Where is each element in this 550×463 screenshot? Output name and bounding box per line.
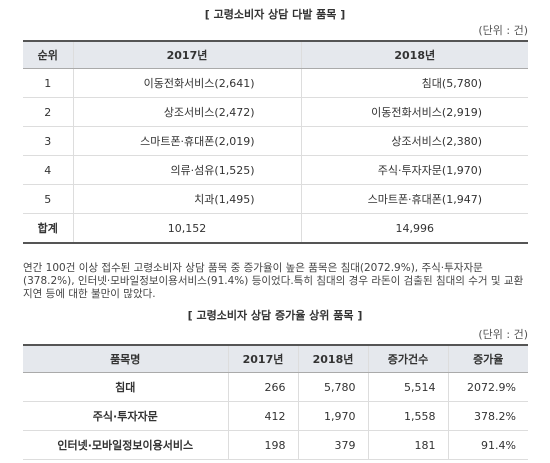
- rank-cell: 5: [23, 184, 73, 214]
- table2-title: [ 고령소비자 상담 증가율 상위 품목 ]: [187, 309, 363, 322]
- item-name-cell: 인터넷·모바일정보이용서비스: [23, 430, 228, 460]
- total-2017: 10,152: [72, 213, 301, 244]
- header-increase-rate: 증가율: [447, 344, 528, 373]
- header-2017: 2017년: [72, 40, 301, 69]
- item-name-cell: 침대: [23, 372, 228, 402]
- item-2018-cell: 주식·투자자문(1,970): [300, 155, 528, 185]
- total-label: 합계: [23, 213, 73, 244]
- header-2017: 2017년: [227, 344, 298, 373]
- item-name-cell: 주식·투자자문: [23, 401, 228, 431]
- item-2017-cell: 치과(1,495): [72, 184, 301, 214]
- value-2017-cell: 266: [227, 372, 298, 402]
- table-row: 4 의류·섬유(1,525) 주식·투자자문(1,970): [23, 155, 528, 185]
- value-2017-cell: 412: [227, 401, 298, 431]
- rank-cell: 4: [23, 155, 73, 185]
- header-item-name: 품목명: [23, 344, 228, 373]
- table-header-row: 품목명 2017년 2018년 증가건수 증가율: [23, 344, 528, 373]
- total-row: 합계 10,152 14,996: [23, 213, 528, 244]
- rank-cell: 2: [23, 97, 73, 127]
- table-row: 주식·투자자문 412 1,970 1,558 378.2%: [23, 401, 528, 431]
- table-row: 침대 266 5,780 5,514 2072.9%: [23, 372, 528, 402]
- table2-unit: (단위 : 건): [478, 328, 528, 341]
- summary-paragraph: 연간 100건 이상 접수된 고령소비자 상담 품목 중 증가율이 높은 품목은…: [23, 262, 524, 300]
- growth-rate-table: 품목명 2017년 2018년 증가건수 증가율 침대 266 5,780 5,…: [23, 344, 528, 460]
- header-2018: 2018년: [300, 40, 528, 69]
- item-2018-cell: 상조서비스(2,380): [300, 126, 528, 156]
- increase-count-cell: 5,514: [367, 372, 448, 402]
- increase-count-cell: 1,558: [367, 401, 448, 431]
- increase-rate-cell: 91.4%: [447, 430, 528, 460]
- top-complaint-items-table: 순위 2017년 2018년 1 이동전화서비스(2,641) 침대(5,780…: [23, 40, 528, 244]
- header-2018: 2018년: [297, 344, 368, 373]
- total-2018: 14,996: [300, 213, 528, 244]
- item-2017-cell: 의류·섬유(1,525): [72, 155, 301, 185]
- table-row: 2 상조서비스(2,472) 이동전화서비스(2,919): [23, 97, 528, 127]
- item-2017-cell: 상조서비스(2,472): [72, 97, 301, 127]
- table1-unit: (단위 : 건): [478, 24, 528, 37]
- item-2017-cell: 스마트폰·휴대폰(2,019): [72, 126, 301, 156]
- header-rank: 순위: [23, 40, 73, 69]
- value-2017-cell: 198: [227, 430, 298, 460]
- table-row: 5 치과(1,495) 스마트폰·휴대폰(1,947): [23, 184, 528, 214]
- table-row: 1 이동전화서비스(2,641) 침대(5,780): [23, 68, 528, 98]
- item-2018-cell: 스마트폰·휴대폰(1,947): [300, 184, 528, 214]
- table-header-row: 순위 2017년 2018년: [23, 40, 528, 69]
- value-2018-cell: 379: [297, 430, 368, 460]
- table-row: 3 스마트폰·휴대폰(2,019) 상조서비스(2,380): [23, 126, 528, 156]
- item-2018-cell: 침대(5,780): [300, 68, 528, 98]
- increase-rate-cell: 2072.9%: [447, 372, 528, 402]
- header-increase-count: 증가건수: [367, 344, 448, 373]
- table-row: 인터넷·모바일정보이용서비스 198 379 181 91.4%: [23, 430, 528, 460]
- item-2017-cell: 이동전화서비스(2,641): [72, 68, 301, 98]
- value-2018-cell: 5,780: [297, 372, 368, 402]
- value-2018-cell: 1,970: [297, 401, 368, 431]
- item-2018-cell: 이동전화서비스(2,919): [300, 97, 528, 127]
- rank-cell: 3: [23, 126, 73, 156]
- increase-rate-cell: 378.2%: [447, 401, 528, 431]
- increase-count-cell: 181: [367, 430, 448, 460]
- table1-title: [ 고령소비자 상담 다발 품목 ]: [204, 8, 346, 21]
- rank-cell: 1: [23, 68, 73, 98]
